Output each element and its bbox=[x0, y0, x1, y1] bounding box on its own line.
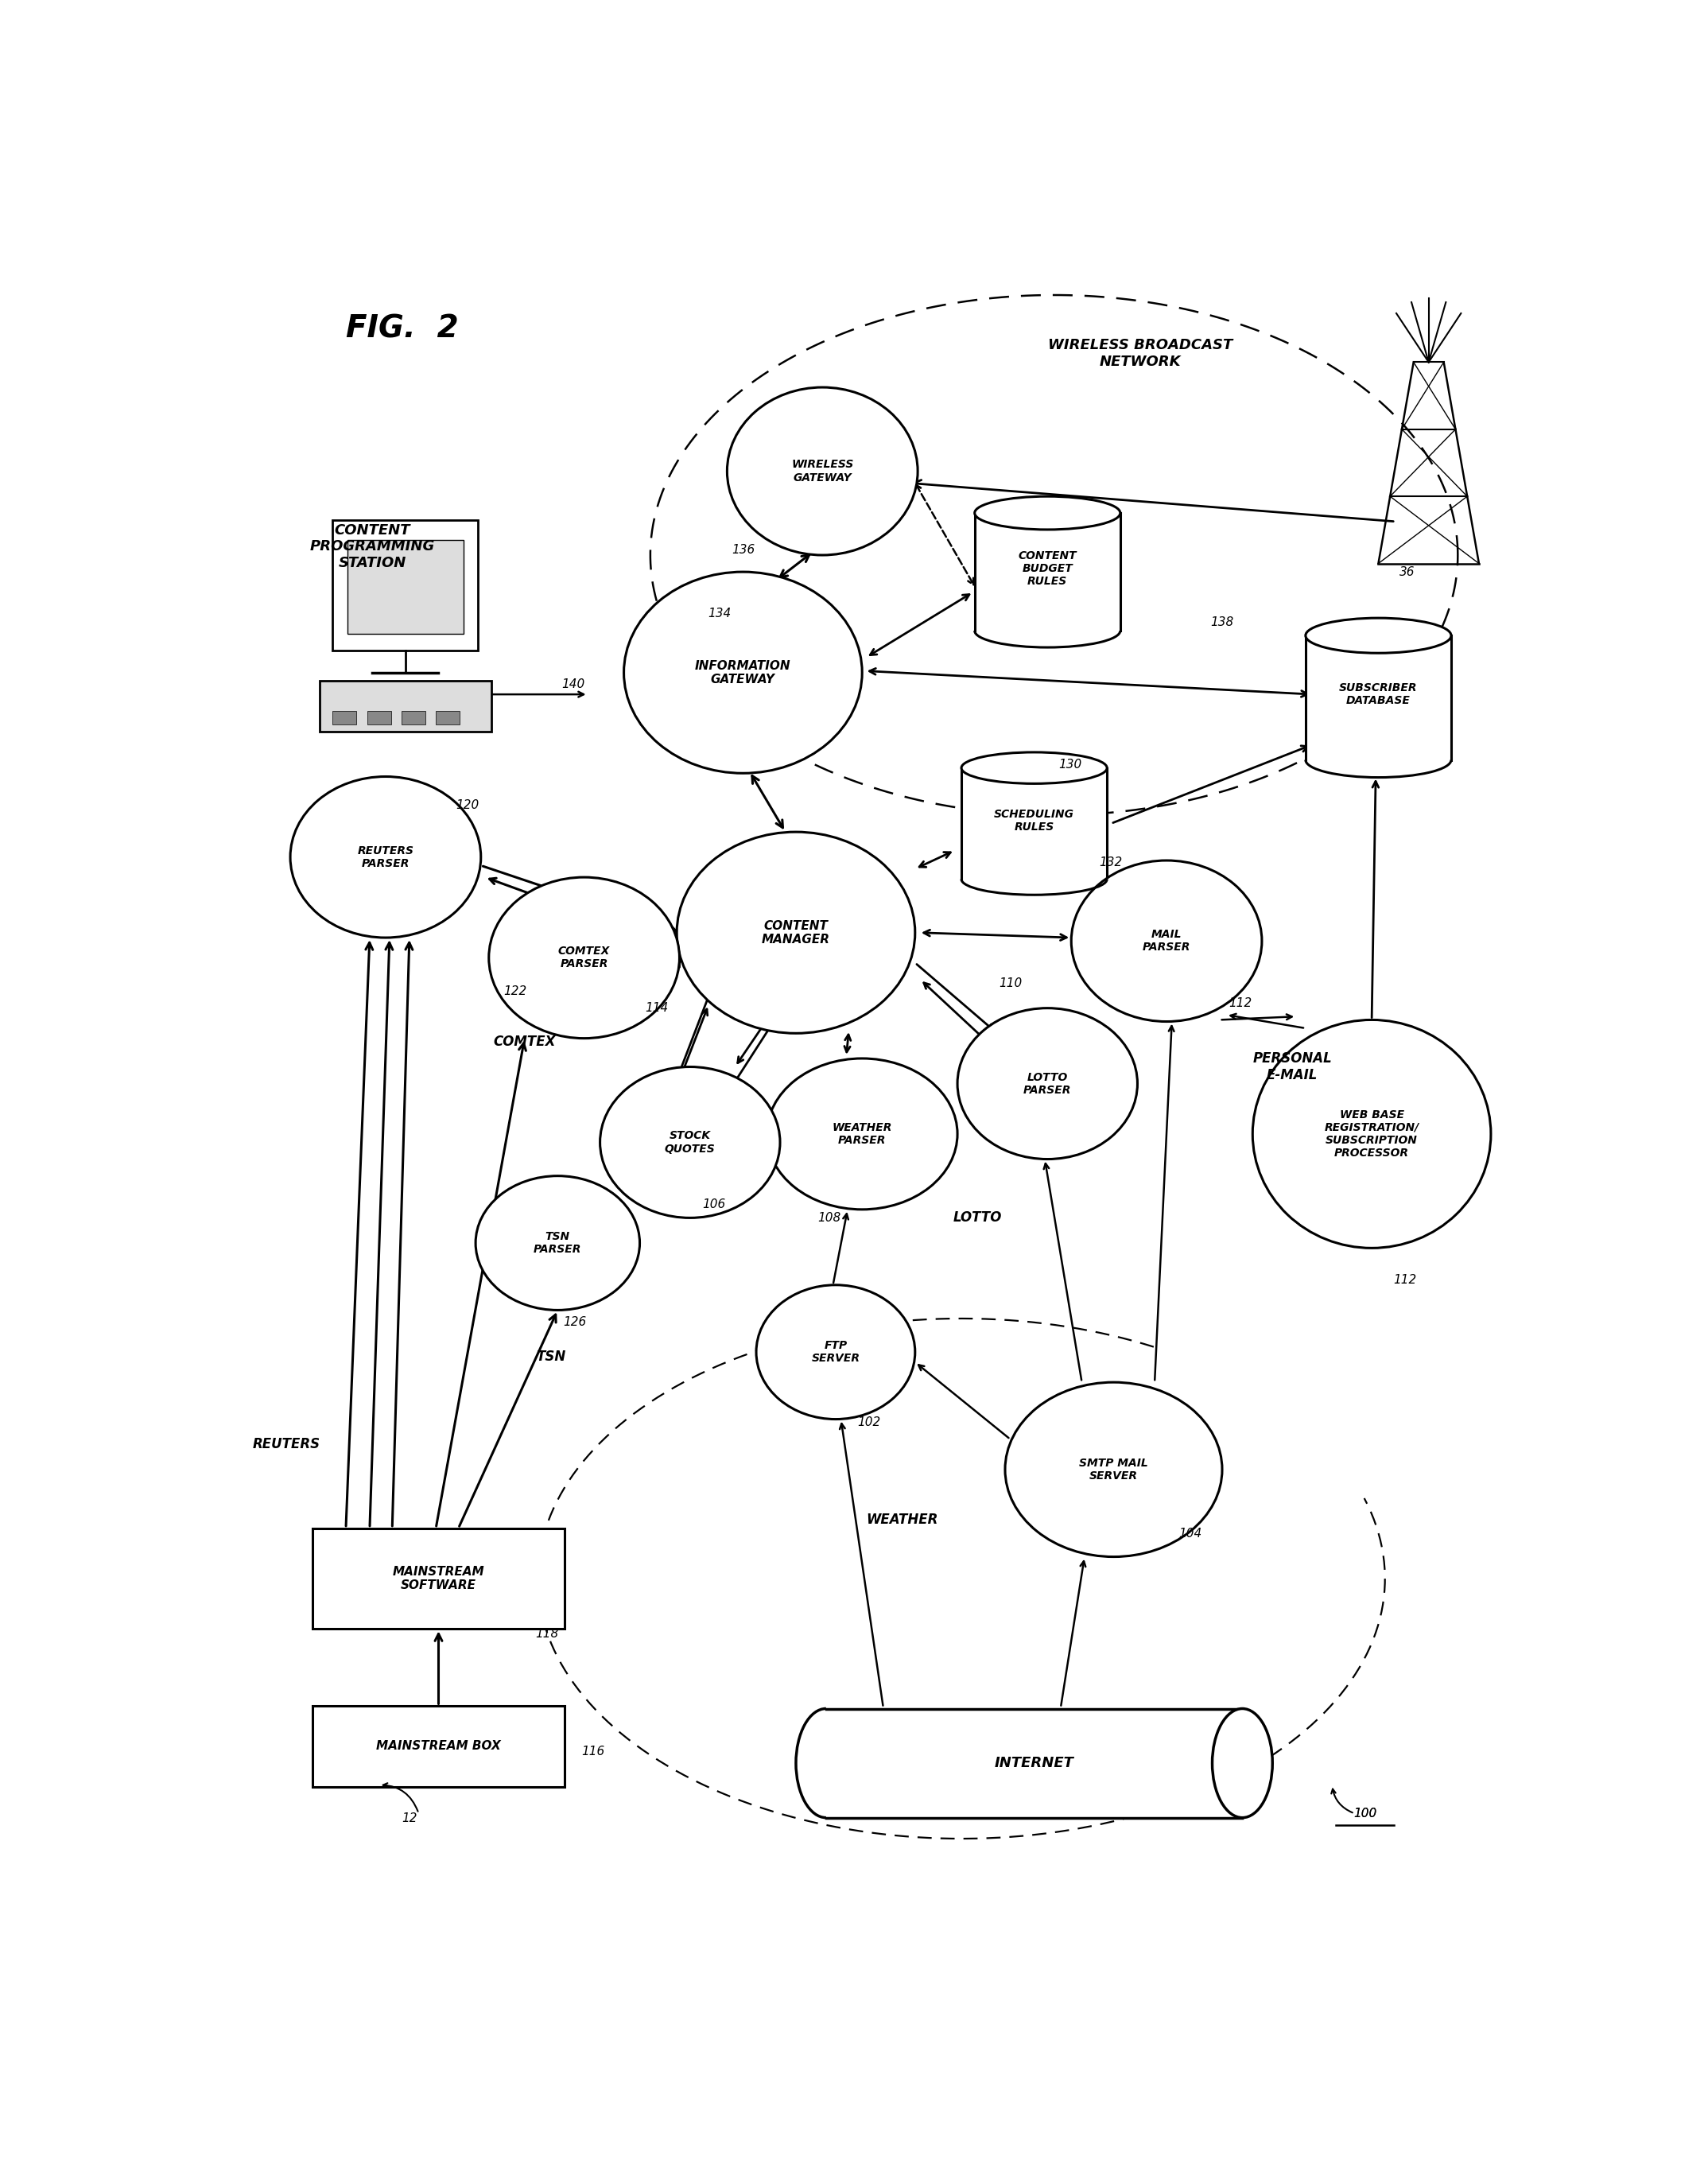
Text: SCHEDULING
RULES: SCHEDULING RULES bbox=[994, 808, 1074, 832]
Ellipse shape bbox=[676, 832, 915, 1033]
Text: WEATHER: WEATHER bbox=[866, 1512, 938, 1527]
Text: 122: 122 bbox=[504, 985, 528, 998]
Ellipse shape bbox=[728, 388, 917, 556]
Text: 120: 120 bbox=[456, 800, 480, 811]
Text: WEATHER
PARSER: WEATHER PARSER bbox=[832, 1122, 892, 1146]
Bar bbox=[313, 1706, 564, 1787]
Text: WIRELESS BROADCAST
NETWORK: WIRELESS BROADCAST NETWORK bbox=[1047, 338, 1233, 368]
Text: 100: 100 bbox=[1353, 1809, 1377, 1819]
Text: TSN
PARSER: TSN PARSER bbox=[533, 1231, 582, 1255]
Bar bbox=[975, 512, 1120, 630]
Ellipse shape bbox=[290, 776, 482, 937]
Text: INFORMATION
GATEWAY: INFORMATION GATEWAY bbox=[695, 660, 791, 686]
Text: 118: 118 bbox=[535, 1628, 559, 1641]
Bar bbox=[436, 710, 459, 726]
Text: 136: 136 bbox=[731, 545, 755, 556]
Text: MAIL
PARSER: MAIL PARSER bbox=[1143, 928, 1190, 952]
Text: FTP
SERVER: FTP SERVER bbox=[811, 1340, 859, 1364]
Text: SMTP MAIL
SERVER: SMTP MAIL SERVER bbox=[1079, 1458, 1148, 1482]
Text: WIRELESS
GATEWAY: WIRELESS GATEWAY bbox=[791, 460, 854, 484]
Text: PERSONAL
E-MAIL: PERSONAL E-MAIL bbox=[1252, 1052, 1332, 1083]
Text: 108: 108 bbox=[818, 1212, 840, 1225]
Text: COMTEX
PARSER: COMTEX PARSER bbox=[559, 946, 610, 970]
Bar bbox=[333, 521, 478, 652]
Text: 134: 134 bbox=[707, 608, 731, 619]
Bar bbox=[367, 710, 391, 726]
Bar bbox=[319, 682, 492, 732]
Text: 110: 110 bbox=[999, 976, 1021, 989]
Text: 104: 104 bbox=[1179, 1527, 1202, 1538]
Bar bbox=[401, 710, 425, 726]
Text: MAINSTREAM
SOFTWARE: MAINSTREAM SOFTWARE bbox=[393, 1567, 485, 1591]
Text: 106: 106 bbox=[702, 1198, 726, 1209]
Ellipse shape bbox=[1004, 1381, 1223, 1556]
Bar bbox=[827, 1708, 1242, 1817]
Text: MAINSTREAM BOX: MAINSTREAM BOX bbox=[376, 1741, 500, 1752]
Ellipse shape bbox=[623, 571, 863, 774]
Text: 114: 114 bbox=[646, 1002, 668, 1013]
Text: 132: 132 bbox=[1100, 856, 1122, 867]
Text: LOTTO
PARSER: LOTTO PARSER bbox=[1023, 1072, 1071, 1096]
Text: TSN: TSN bbox=[536, 1351, 565, 1364]
Text: SUBSCRIBER
DATABASE: SUBSCRIBER DATABASE bbox=[1339, 682, 1418, 706]
Ellipse shape bbox=[475, 1177, 640, 1310]
Ellipse shape bbox=[1071, 861, 1262, 1022]
Ellipse shape bbox=[488, 878, 680, 1039]
Text: REUTERS
PARSER: REUTERS PARSER bbox=[357, 845, 413, 869]
Bar bbox=[347, 540, 463, 634]
Bar bbox=[1305, 636, 1452, 760]
Ellipse shape bbox=[1252, 1020, 1491, 1249]
Ellipse shape bbox=[958, 1009, 1138, 1159]
Text: REUTERS: REUTERS bbox=[253, 1438, 319, 1451]
Text: CONTENT
MANAGER: CONTENT MANAGER bbox=[762, 920, 830, 946]
Text: CONTENT
PROGRAMMING
STATION: CONTENT PROGRAMMING STATION bbox=[309, 523, 436, 571]
Text: COMTEX: COMTEX bbox=[494, 1035, 555, 1048]
Text: 12: 12 bbox=[401, 1813, 417, 1824]
Text: FIG.  2: FIG. 2 bbox=[345, 314, 458, 344]
Text: 102: 102 bbox=[857, 1416, 880, 1429]
Ellipse shape bbox=[600, 1068, 781, 1218]
Text: WEB BASE
REGISTRATION/
SUBSCRIPTION
PROCESSOR: WEB BASE REGISTRATION/ SUBSCRIPTION PROC… bbox=[1324, 1109, 1419, 1159]
Text: STOCK
QUOTES: STOCK QUOTES bbox=[664, 1131, 716, 1155]
Ellipse shape bbox=[757, 1286, 915, 1419]
Text: 112: 112 bbox=[1230, 998, 1252, 1009]
Text: LOTTO: LOTTO bbox=[953, 1212, 1001, 1225]
Text: 138: 138 bbox=[1211, 617, 1233, 628]
Ellipse shape bbox=[1305, 619, 1452, 654]
Text: 36: 36 bbox=[1401, 567, 1416, 577]
Text: 112: 112 bbox=[1394, 1275, 1416, 1286]
Ellipse shape bbox=[767, 1059, 958, 1209]
Bar bbox=[313, 1527, 564, 1630]
Text: 100: 100 bbox=[1353, 1809, 1377, 1819]
Text: 116: 116 bbox=[582, 1745, 605, 1756]
Ellipse shape bbox=[975, 497, 1120, 529]
Text: 130: 130 bbox=[1059, 758, 1081, 771]
Bar bbox=[333, 710, 357, 726]
Text: 126: 126 bbox=[564, 1316, 586, 1327]
Ellipse shape bbox=[1213, 1708, 1272, 1817]
Text: CONTENT
BUDGET
RULES: CONTENT BUDGET RULES bbox=[1018, 549, 1076, 586]
Ellipse shape bbox=[962, 752, 1107, 784]
Text: INTERNET: INTERNET bbox=[994, 1756, 1074, 1769]
Text: 140: 140 bbox=[562, 678, 586, 691]
Bar bbox=[962, 767, 1107, 878]
